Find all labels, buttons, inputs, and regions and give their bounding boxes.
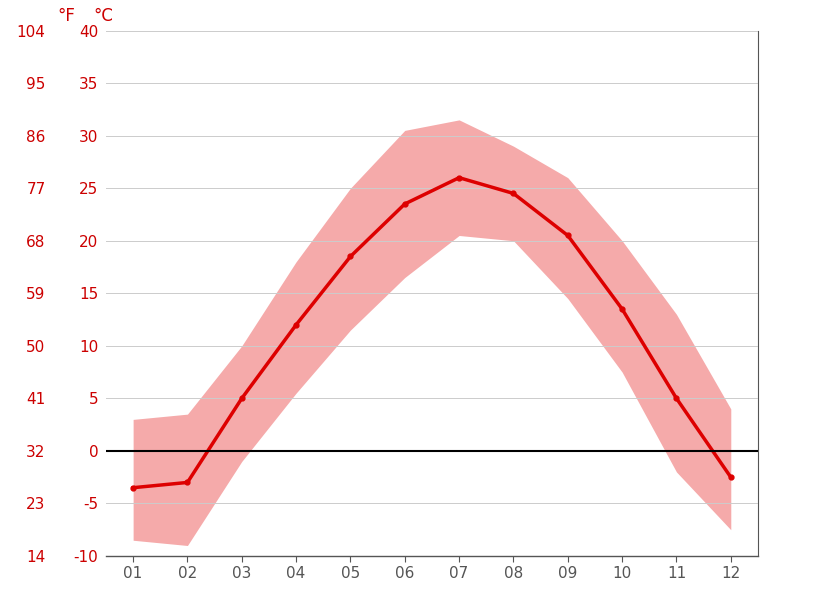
Text: °F: °F [57,7,75,25]
Text: °C: °C [93,7,112,25]
